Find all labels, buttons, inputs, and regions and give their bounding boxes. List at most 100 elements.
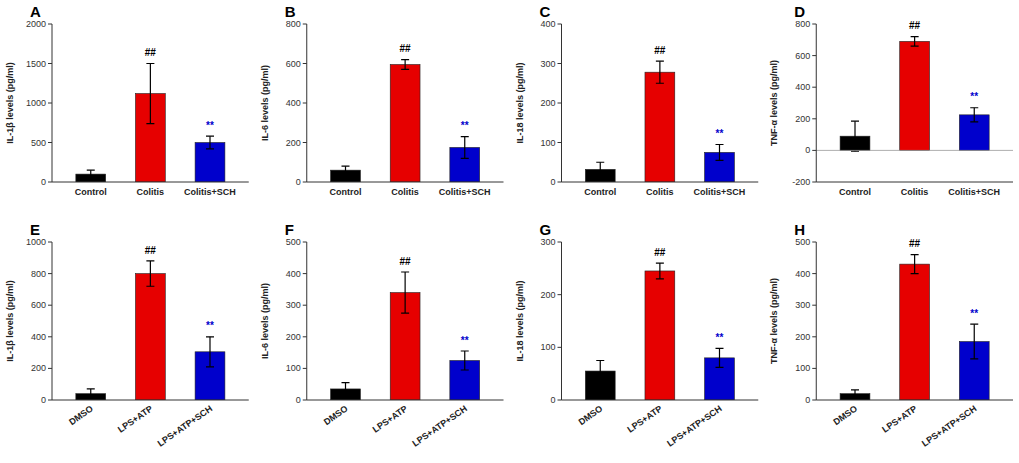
y-tick [48,182,52,183]
error-stem [90,170,91,178]
panel: 0100200300400500DMSOLPS+ATPLPS+ATP+SCHTN… [769,221,1013,449]
error-bar [656,61,664,83]
y-tick [558,103,562,104]
error-bar [206,136,214,149]
y-tick-label: 0 [805,395,810,405]
bar [900,41,930,150]
x-tick-label: LPS+ATP [880,403,919,434]
figure: 0500100015002000ControlColitisColitis+SC… [0,0,1019,463]
error-bar [596,361,604,382]
y-tick [558,242,562,243]
y-tick-label: 200 [540,98,555,108]
y-tick [812,305,816,306]
y-tick [48,103,52,104]
bar [645,72,675,182]
y-tick-label: 800 [795,19,810,29]
significance-marker: ## [400,256,412,267]
error-cap [656,83,664,84]
panel: 02004006008001000DMSOLPS+ATPLPS+ATP+SCHI… [5,221,249,449]
y-tick [48,142,52,143]
y-axis [306,242,307,400]
significance-marker: ## [909,20,921,31]
y-tick-label: 500 [286,237,301,247]
y-tick [812,150,816,151]
plot-area [585,263,734,400]
error-bar [342,383,350,396]
error-bar [401,60,409,70]
error-stem [90,389,91,398]
y-axis [52,24,53,182]
y-tick-label: 600 [286,59,301,69]
x-axis [307,400,504,401]
error-stem [854,390,855,398]
y-tick [558,24,562,25]
y-tick-label: 400 [286,269,301,279]
y-tick [303,273,307,274]
x-tick-label: LPS+ATP+SCH [156,403,214,448]
error-cap [206,336,214,337]
y-axis-label: IL-18 levels (pg/ml) [515,62,525,143]
error-cap [401,271,409,272]
x-axis [52,400,249,401]
y-tick [48,242,52,243]
error-cap [342,382,350,383]
panel: 0500100015002000ControlColitisColitis+SC… [5,3,249,197]
y-tick [812,242,816,243]
error-stem [405,60,406,70]
error-bar [715,144,723,160]
y-tick-label: 300 [286,300,301,310]
x-tick-label: DMSO [831,403,859,427]
error-cap [656,61,664,62]
error-stem [464,351,465,370]
error-stem [719,144,720,160]
error-cap [146,260,154,261]
x-tick-label: Control [330,187,362,197]
y-tick-label: -200 [792,177,810,187]
error-cap [401,313,409,314]
y-tick-label: 0 [550,395,555,405]
error-bar [851,121,859,151]
panel-label: B [285,3,296,20]
error-cap [596,176,604,177]
plot-area [331,60,480,182]
error-cap [342,166,350,167]
bar [135,274,165,400]
error-cap [87,388,95,389]
y-tick-label: 800 [31,269,46,279]
significance-marker: ** [461,335,469,346]
panel-label: A [30,3,41,20]
x-tick-label: Control [584,187,616,197]
y-tick [303,368,307,369]
y-tick-label: 100 [286,363,301,373]
y-tick [558,347,562,348]
y-axis [816,24,817,182]
x-tick-label: Colitis+SCH [184,187,236,197]
error-cap [656,278,664,279]
error-bar [851,390,859,398]
y-tick-label: 400 [31,332,46,342]
error-cap [461,136,469,137]
error-cap [596,162,604,163]
y-tick-label: 0 [805,145,810,155]
error-bar [206,337,214,367]
error-stem [719,348,720,367]
error-stem [659,61,660,83]
x-axis [816,400,1013,401]
y-tick-label: 400 [795,269,810,279]
error-bar [87,170,95,178]
significance-marker: ## [654,247,666,258]
error-cap [461,350,469,351]
y-tick [303,400,307,401]
y-axis-label: TNF-α levels (pg/ml) [769,278,779,364]
panel-label: G [540,221,552,238]
error-bar [970,324,978,359]
error-stem [914,255,915,274]
error-cap [206,136,214,137]
y-tick [303,182,307,183]
bar [195,143,225,183]
y-tick [812,400,816,401]
y-tick-label: 200 [286,332,301,342]
error-bar [146,261,154,286]
error-stem [974,324,975,359]
error-cap [970,358,978,359]
